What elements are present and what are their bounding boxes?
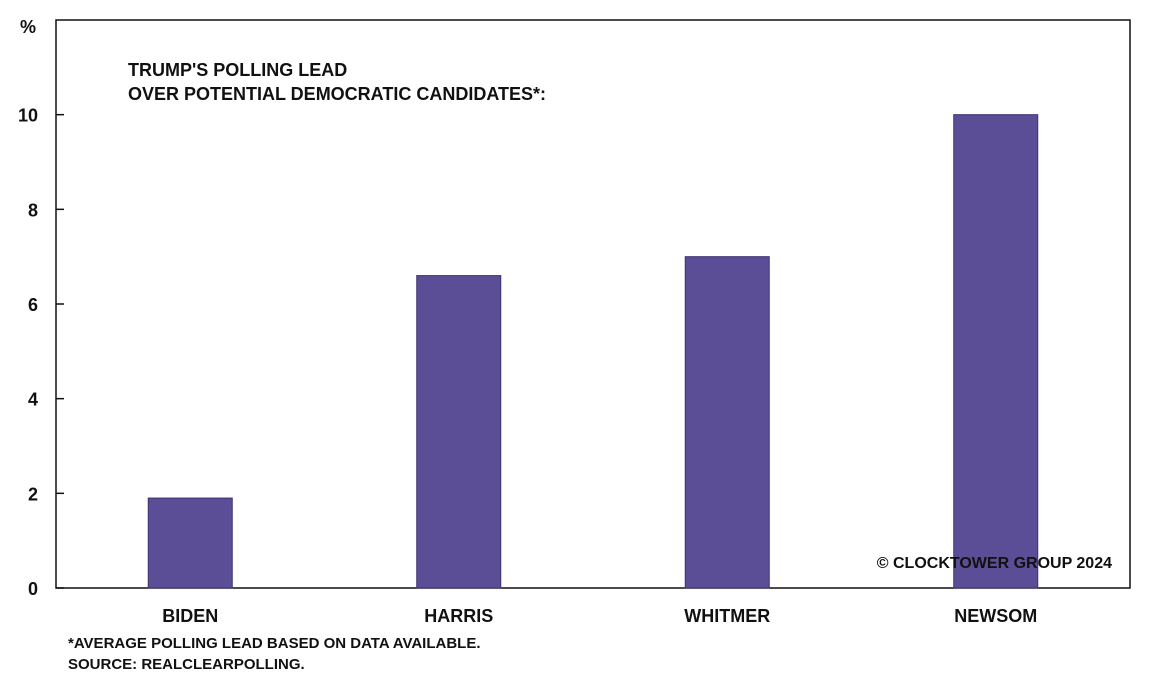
- footnote-source: SOURCE: REALCLEARPOLLING.: [68, 656, 305, 673]
- y-axis-ticks: 0 2 4 6 8 10: [18, 106, 64, 599]
- category-label-newsom: NEWSOM: [954, 606, 1037, 626]
- chart-title-line-2: OVER POTENTIAL DEMOCRATIC CANDIDATES*:: [128, 84, 546, 104]
- bar-whitmer: [684, 256, 770, 589]
- y-tick-label-6: 6: [28, 295, 38, 315]
- y-tick-label-8: 8: [28, 200, 38, 220]
- y-axis-unit-label: %: [20, 17, 36, 37]
- category-label-harris: HARRIS: [424, 606, 493, 626]
- category-label-biden: BIDEN: [162, 606, 218, 626]
- x-axis-categories: BIDEN HARRIS WHITMER NEWSOM: [162, 606, 1037, 626]
- y-tick-label-10: 10: [18, 106, 38, 126]
- y-tick-label-2: 2: [28, 484, 38, 504]
- bar-newsom: [953, 114, 1039, 589]
- chart-title-line-1: TRUMP'S POLLING LEAD: [128, 60, 347, 80]
- bar-biden: [147, 497, 233, 589]
- category-label-whitmer: WHITMER: [684, 606, 770, 626]
- footnote-average: *AVERAGE POLLING LEAD BASED ON DATA AVAI…: [68, 635, 481, 652]
- copyright-watermark: © CLOCKTOWER GROUP 2024: [877, 555, 1112, 572]
- bars-group: [147, 114, 1039, 589]
- y-tick-label-4: 4: [28, 390, 38, 410]
- bar-harris: [416, 275, 502, 589]
- y-tick-label-0: 0: [28, 579, 38, 599]
